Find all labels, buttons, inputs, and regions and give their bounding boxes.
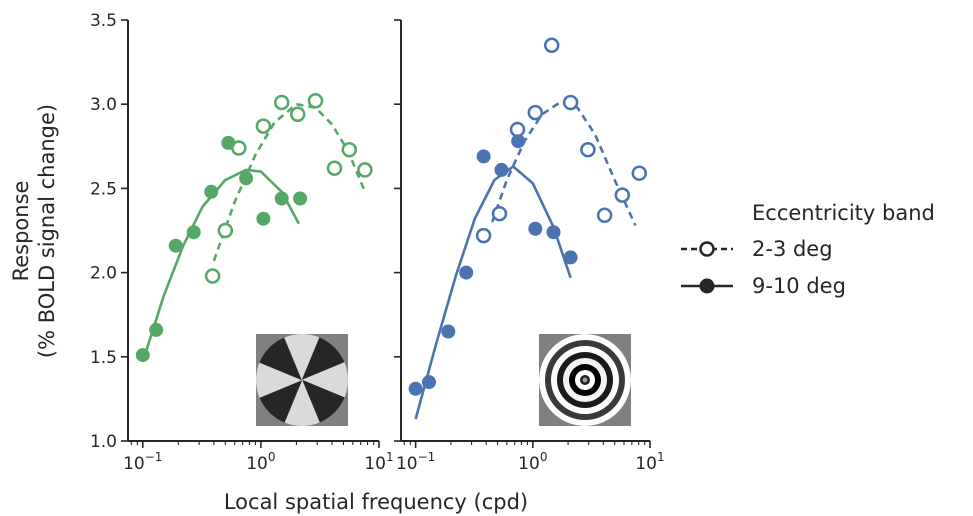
data-point-2-3-deg [580, 141, 596, 158]
y-axis-label-line1: Response [9, 181, 33, 282]
fit-line-9-10-deg [414, 165, 572, 420]
x-tick-label: 101 [364, 450, 393, 474]
y-axis-label-line2: (% BOLD signal change) [35, 104, 59, 358]
data-point-2-3-deg [543, 37, 560, 54]
y-tick-label: 2.5 [90, 179, 117, 199]
data-point-9-10-deg [494, 162, 509, 177]
data-point-2-3-deg [491, 205, 508, 222]
fit-line-2-3-deg [212, 102, 366, 262]
data-point-2-3-deg [509, 121, 526, 138]
data-point-9-10-deg [135, 348, 150, 363]
data-point-2-3-deg [217, 222, 234, 239]
data-point-2-3-deg [307, 93, 324, 109]
data-point-9-10-deg [239, 171, 254, 186]
data-point-9-10-deg [441, 324, 456, 339]
data-point-2-3-deg [204, 268, 221, 284]
fit-line-2-3-deg [490, 101, 637, 226]
data-point-9-10-deg [408, 381, 423, 396]
data-point-2-3-deg [475, 227, 492, 244]
y-tick-label: 3.0 [90, 95, 117, 115]
legend-title: Eccentricity band [752, 201, 935, 225]
panel-2: 10−1 100 101 [394, 19, 665, 474]
data-point-2-3-deg [631, 165, 648, 181]
data-point-2-3-deg [357, 162, 373, 178]
data-point-2-3-deg [341, 141, 358, 158]
x-tick-label: 10−1 [123, 450, 162, 474]
y-tick-label: 2.0 [90, 264, 117, 284]
legend-marker-9-10-deg [699, 278, 715, 294]
data-point-2-3-deg [562, 94, 579, 111]
legend-label-2-3-deg: 2-3 deg [752, 237, 833, 261]
data-point-9-10-deg [459, 265, 474, 280]
legend-marker-2-3-deg [699, 241, 715, 257]
data-point-2-3-deg [527, 104, 544, 121]
x-tick-label: 100 [518, 450, 547, 474]
data-point-9-10-deg [274, 191, 289, 206]
data-point-9-10-deg [221, 135, 236, 150]
fit-line-9-10-deg [141, 168, 301, 363]
data-point-9-10-deg [476, 149, 491, 164]
data-point-2-3-deg [255, 118, 272, 134]
data-point-9-10-deg [168, 238, 183, 253]
data-point-2-3-deg [289, 106, 306, 123]
data-point-9-10-deg [422, 375, 436, 390]
data-point-9-10-deg [528, 221, 543, 236]
y-tick-label: 1.5 [90, 348, 117, 368]
y-tick-label: 3.5 [90, 11, 117, 31]
x-tick-label: 10−1 [396, 450, 435, 474]
data-point-2-3-deg [614, 187, 631, 203]
legend-label-9-10-deg: 9-10 deg [752, 274, 846, 298]
x-tick-label: 100 [246, 450, 275, 474]
data-point-9-10-deg [511, 134, 526, 149]
panel-1: 1.0 1.5 2.0 2.5 3.0 3.5 10−1 100 101 [90, 11, 394, 474]
legend: Eccentricity band 2-3 deg 9-10 deg [681, 201, 935, 298]
y-tick-label: 1.0 [90, 432, 117, 452]
data-point-9-10-deg [293, 191, 308, 206]
data-point-9-10-deg [256, 211, 271, 226]
plot-panels: 1.01.52.02.53.03.510−1 100 101 10−1 100 101 [90, 11, 665, 474]
data-point-9-10-deg [149, 322, 164, 337]
data-point-9-10-deg [563, 250, 578, 265]
data-point-9-10-deg [186, 225, 201, 240]
data-point-9-10-deg [204, 184, 219, 199]
data-point-2-3-deg [273, 94, 290, 111]
x-axis-label: Local spatial frequency (cpd) [224, 490, 528, 514]
data-point-9-10-deg [546, 225, 561, 240]
pinwheel-stimulus-image [256, 334, 348, 426]
data-point-2-3-deg [596, 207, 613, 224]
data-point-2-3-deg [326, 160, 343, 176]
concentric-rings-stimulus-image [539, 334, 631, 426]
x-tick-label: 101 [635, 450, 664, 474]
